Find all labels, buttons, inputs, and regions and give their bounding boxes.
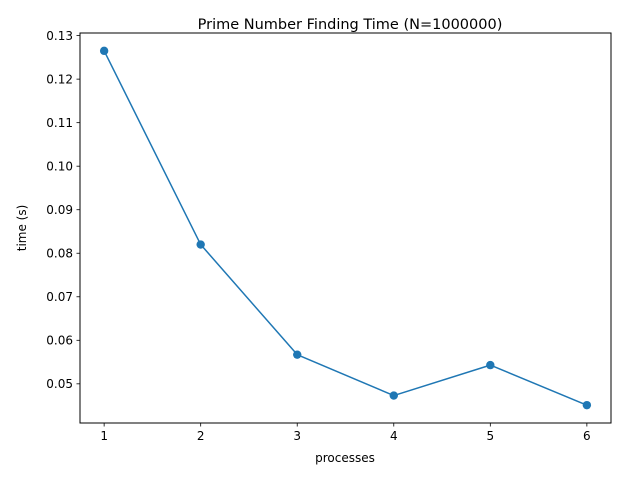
y-tick-label: 0.08 (46, 247, 73, 261)
chart-title: Prime Number Finding Time (N=1000000) (198, 17, 503, 33)
x-tick-label: 6 (583, 429, 591, 443)
plot-area (79, 32, 612, 424)
y-tick-label: 0.11 (46, 116, 73, 130)
data-point (389, 391, 398, 400)
x-tick-label: 4 (390, 429, 398, 443)
y-axis-label: time (s) (15, 205, 29, 252)
y-tick-label: 0.06 (46, 334, 73, 348)
x-tick-label: 5 (486, 429, 494, 443)
x-tick-label: 3 (293, 429, 301, 443)
y-axis-ticks: 0.05 0.06 0.07 0.08 0.09 0.10 0.11 0.12 0.13 (46, 29, 80, 391)
x-axis-ticks: 1 2 3 4 5 6 (100, 423, 591, 443)
series-layer (99, 46, 592, 410)
axes-frame (79, 32, 612, 424)
series-line (103, 50, 588, 406)
data-point (582, 400, 592, 410)
data-point (486, 360, 495, 370)
x-tick-label: 1 (100, 429, 108, 443)
data-point (196, 240, 205, 249)
y-tick-label: 0.13 (46, 29, 73, 43)
y-tick-label: 0.05 (46, 377, 73, 391)
x-axis-label: processes (315, 451, 375, 465)
data-point (99, 46, 109, 56)
y-tick-label: 0.09 (46, 203, 73, 217)
y-tick-label: 0.10 (46, 159, 73, 173)
y-tick-label: 0.12 (46, 72, 73, 86)
y-tick-label: 0.07 (46, 290, 73, 304)
x-tick-label: 2 (197, 429, 205, 443)
data-point (293, 350, 302, 359)
